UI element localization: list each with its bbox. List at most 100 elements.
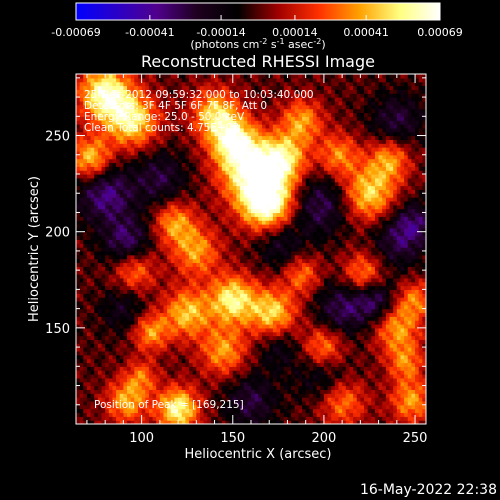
heatmap-cell — [247, 385, 252, 390]
heatmap-cell — [269, 166, 274, 171]
heatmap-cell — [105, 158, 110, 164]
heatmap-cell — [170, 235, 176, 240]
heatmap-cell — [185, 308, 190, 314]
heatmap-cell — [210, 135, 216, 140]
heatmap-cell — [79, 312, 84, 317]
heatmap-cell — [86, 320, 92, 325]
heatmap-cell — [134, 381, 139, 387]
heatmap-cell — [112, 212, 117, 217]
heatmap-cell — [79, 158, 84, 164]
heatmap-cell — [105, 177, 110, 183]
heatmap-cell — [210, 377, 216, 383]
heatmap-cell — [90, 374, 95, 379]
heatmap-cell — [225, 112, 230, 117]
heatmap-cell — [79, 343, 84, 348]
heatmap-cell — [101, 262, 106, 267]
heatmap-cell — [152, 331, 157, 337]
heatmap-cell — [178, 131, 183, 137]
heatmap-cell — [167, 231, 172, 237]
heatmap-cell — [152, 254, 157, 260]
heatmap-cell — [261, 220, 267, 225]
heatmap-cell — [225, 374, 230, 379]
heatmap-cell — [101, 197, 106, 202]
heatmap-cell — [251, 377, 256, 383]
heatmap-cell — [207, 220, 212, 225]
heatmap-cell — [221, 77, 227, 83]
heatmap-cell — [243, 335, 248, 340]
heatmap-cell — [119, 189, 124, 194]
heatmap-cell — [141, 327, 146, 333]
heatmap-cell — [254, 104, 259, 110]
heatmap-cell — [97, 154, 103, 160]
heatmap-cell — [232, 277, 238, 283]
heatmap-cell — [156, 154, 161, 160]
heatmap-cell — [236, 200, 241, 206]
heatmap-cell — [214, 231, 219, 237]
heatmap-cell — [141, 274, 146, 279]
heatmap-cell — [116, 189, 121, 194]
heatmap-cell — [108, 293, 114, 298]
heatmap-cell — [170, 262, 176, 267]
heatmap-cell — [79, 216, 84, 221]
heatmap-cell — [94, 127, 99, 133]
heatmap-cell — [163, 239, 168, 244]
heatmap-cell — [247, 362, 252, 367]
heatmap-cell — [261, 174, 267, 179]
heatmap-cell — [97, 100, 103, 106]
heatmap-cell — [116, 181, 121, 187]
heatmap-cell — [210, 158, 216, 164]
heatmap-cell — [141, 227, 146, 233]
heatmap-cell — [94, 327, 99, 333]
heatmap-cell — [123, 127, 128, 133]
heatmap-cell — [174, 412, 179, 417]
heatmap-cell — [232, 327, 238, 333]
heatmap-cell — [167, 339, 172, 344]
heatmap-cell — [232, 74, 238, 79]
heatmap-cell — [181, 197, 186, 202]
heatmap-cell — [174, 393, 179, 398]
heatmap-cell — [167, 412, 172, 417]
heatmap-cell — [189, 177, 194, 183]
heatmap-cell — [148, 393, 154, 398]
heatmap-cell — [199, 170, 205, 175]
heatmap-cell — [134, 227, 139, 233]
heatmap-cell — [83, 85, 88, 90]
heatmap-cell — [243, 162, 248, 167]
heatmap-cell — [134, 262, 139, 267]
heatmap-cell — [225, 143, 230, 148]
heatmap-cell — [189, 285, 194, 290]
heatmap-cell — [232, 81, 238, 87]
heatmap-cell — [137, 208, 143, 214]
heatmap-cell — [251, 327, 256, 333]
heatmap-cell — [167, 166, 172, 171]
heatmap-cell — [218, 108, 223, 114]
heatmap-cell — [79, 220, 84, 225]
heatmap-cell — [116, 281, 121, 287]
heatmap-cell — [86, 254, 92, 260]
heatmap-cell — [134, 89, 139, 94]
heatmap-cell — [159, 289, 165, 294]
heatmap-cell — [203, 239, 208, 244]
heatmap-cell — [196, 400, 201, 406]
heatmap-cell — [174, 316, 179, 321]
heatmap-cell — [258, 239, 263, 244]
heatmap-cell — [105, 189, 110, 194]
heatmap-cell — [127, 408, 132, 414]
heatmap-cell — [116, 331, 121, 337]
heatmap-cell — [225, 327, 230, 333]
heatmap-cell — [105, 293, 110, 298]
heatmap-cell — [214, 100, 219, 106]
heatmap-cell — [94, 343, 99, 348]
heatmap-cell — [232, 93, 238, 98]
heatmap-cell — [189, 112, 194, 117]
heatmap-cell — [130, 393, 135, 398]
heatmap-cell — [178, 170, 183, 175]
heatmap-cell — [192, 170, 197, 175]
heatmap-cell — [203, 270, 208, 275]
heatmap-cell — [192, 408, 197, 414]
heatmap-cell — [189, 250, 194, 256]
heatmap-cell — [269, 124, 274, 129]
heatmap-cell — [221, 339, 227, 344]
heatmap-cell — [163, 358, 168, 364]
heatmap-cell — [210, 293, 216, 298]
